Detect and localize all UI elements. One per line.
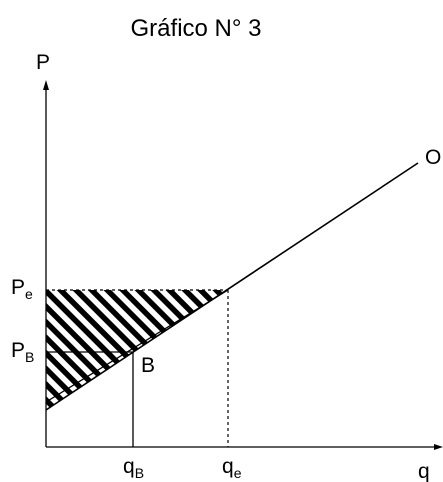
pe-label: Pe [11,276,33,302]
pb-label-main: P [11,339,25,362]
supply-curve [45,162,419,411]
qe-label-sub: e [234,465,242,481]
x-axis-arrow [434,444,443,450]
qb-label: qB [123,455,144,481]
lower-price-line [45,289,229,403]
qb-label-main: q [123,455,135,478]
y-axis-label: P [36,51,50,74]
pe-label-main: P [11,276,25,299]
qe-label-main: q [222,455,234,478]
pb-label-sub: B [25,349,34,365]
qb-label-sub: B [135,465,144,481]
pe-label-sub: e [25,286,33,302]
pb-label: PB [11,339,34,365]
point-b-label: B [141,354,155,377]
y-axis-arrow [43,80,49,90]
supply-curve-label: O [425,146,441,169]
chart-title: Gráfico N° 3 [131,15,262,42]
x-axis-label: q [418,460,430,482]
qe-label: qe [222,455,242,481]
